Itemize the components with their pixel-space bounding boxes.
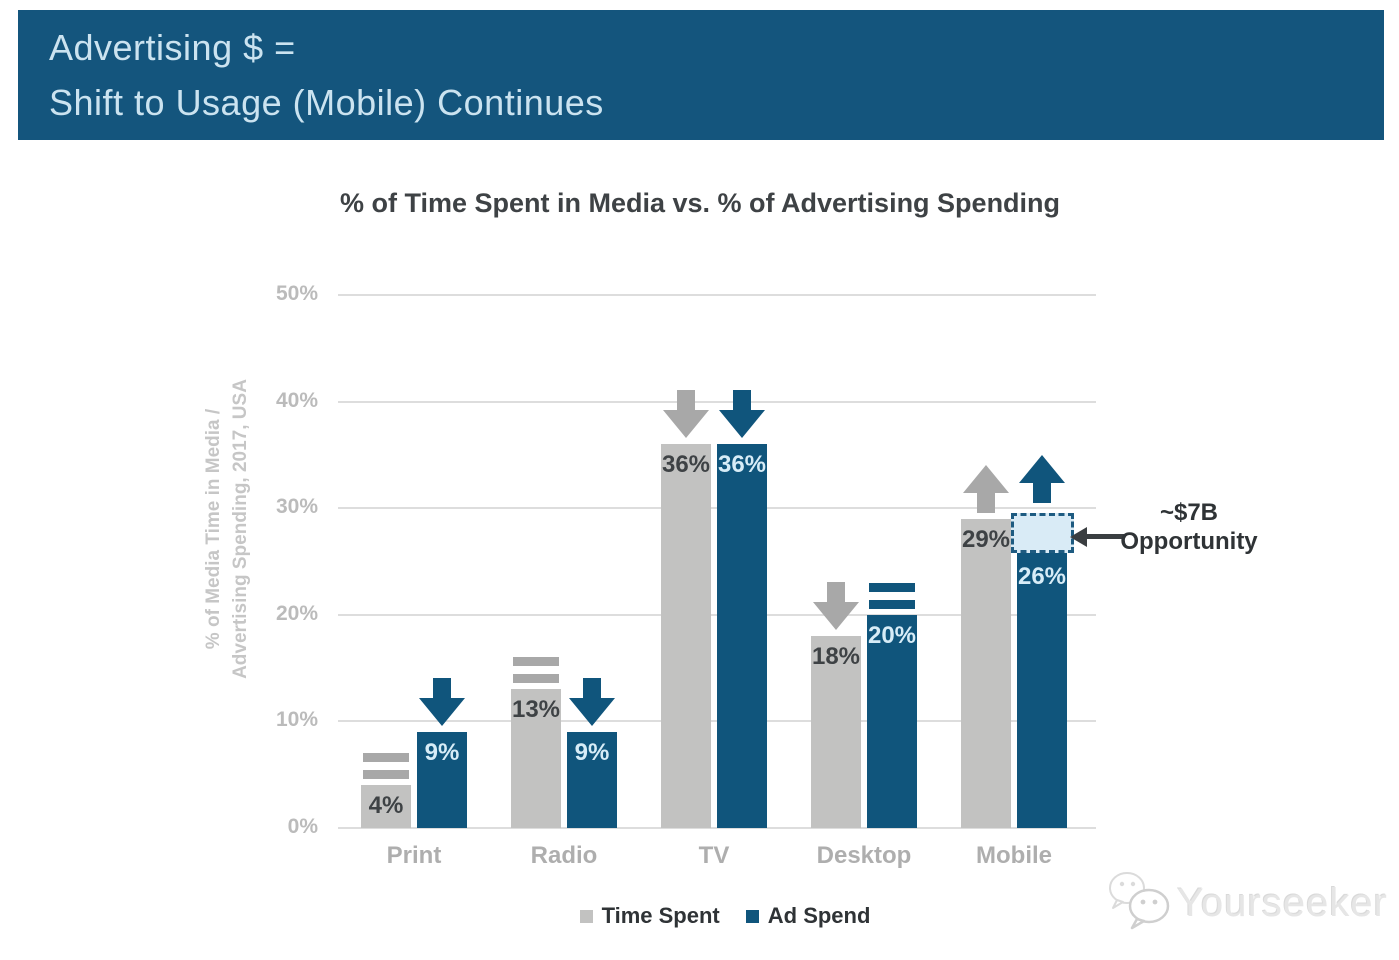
header-banner: Advertising $ = Shift to Usage (Mobile) … bbox=[18, 10, 1384, 140]
gridline-40% bbox=[338, 400, 1096, 403]
annotation-line2: Opportunity bbox=[1120, 528, 1258, 555]
watermark: Yourseeker bbox=[1103, 866, 1388, 941]
bar-value-label-time-spent-print: 4% bbox=[368, 792, 404, 820]
trend-down-icon-ad-spend-tv bbox=[719, 390, 765, 439]
trend-down-icon-ad-spend-radio bbox=[569, 678, 615, 727]
trend-down-icon-time-spent-desktop bbox=[813, 582, 859, 631]
bar-time-spent-radio bbox=[511, 689, 561, 828]
bar-ad-spend-radio bbox=[567, 732, 617, 828]
chart-title: % of Time Spent in Media vs. % of Advert… bbox=[339, 188, 1061, 218]
bar-value-label-ad-spend-desktop: 20% bbox=[867, 621, 917, 649]
y-tick-30%: 30% bbox=[275, 495, 318, 519]
trend-up-icon-time-spent-mobile bbox=[963, 464, 1009, 513]
trend-flat-icon-time-spent-print bbox=[363, 753, 409, 780]
bar-ad-spend-tv bbox=[717, 444, 767, 828]
category-label-radio: Radio bbox=[530, 842, 598, 869]
legend-item-ad-spend: Ad Spend bbox=[745, 903, 871, 929]
bar-value-label-time-spent-tv: 36% bbox=[661, 451, 711, 479]
legend-item-time-spent: Time Spent bbox=[579, 903, 720, 929]
annotation-arrow-icon bbox=[1070, 527, 1087, 547]
trend-down-icon-ad-spend-print bbox=[419, 678, 465, 727]
bar-ad-spend-desktop bbox=[867, 614, 917, 828]
bar-time-spent-tv bbox=[661, 444, 711, 828]
y-axis-title: % of Media Time in Media / Advertising S… bbox=[200, 219, 254, 839]
bar-time-spent-print bbox=[361, 785, 411, 828]
wechat-logo-icon bbox=[1103, 866, 1177, 941]
gridline-50% bbox=[338, 294, 1096, 296]
annotation-line1: ~$7B bbox=[1159, 499, 1219, 526]
bar-value-label-time-spent-mobile: 29% bbox=[961, 525, 1011, 553]
category-label-tv: TV bbox=[698, 842, 730, 869]
trend-flat-icon-time-spent-radio bbox=[513, 657, 559, 684]
legend-swatch-time-spent bbox=[579, 909, 593, 923]
y-axis-title-line1: % of Media Time in Media / bbox=[203, 408, 224, 650]
bar-value-label-ad-spend-radio: 9% bbox=[574, 739, 610, 767]
annotation-arrow-line bbox=[1086, 534, 1124, 539]
trend-flat-icon-ad-spend-desktop bbox=[869, 582, 915, 609]
bar-value-label-ad-spend-mobile: 26% bbox=[1017, 562, 1067, 590]
bar-value-label-time-spent-radio: 13% bbox=[511, 696, 561, 724]
opportunity-gap-box bbox=[1011, 513, 1074, 553]
header-title-line1: Advertising $ = bbox=[49, 27, 296, 68]
header-title-line2: Shift to Usage (Mobile) Continues bbox=[49, 82, 604, 123]
legend: Time Spent Ad Spend bbox=[340, 903, 1110, 929]
bar-ad-spend-print bbox=[417, 732, 467, 828]
y-tick-0%: 0% bbox=[287, 815, 318, 838]
y-axis-title-line2: Advertising Spending, 2017, USA bbox=[230, 379, 251, 679]
bar-ad-spend-mobile bbox=[1017, 550, 1067, 828]
bar-time-spent-mobile bbox=[961, 518, 1011, 828]
legend-label-time-spent: Time Spent bbox=[601, 903, 720, 928]
bar-time-spent-desktop bbox=[811, 636, 861, 828]
y-tick-40%: 40% bbox=[275, 388, 318, 412]
bar-value-label-ad-spend-print: 9% bbox=[424, 739, 460, 767]
bar-value-label-time-spent-desktop: 18% bbox=[811, 643, 861, 671]
trend-up-icon-ad-spend-mobile bbox=[1019, 454, 1065, 503]
y-tick-50%: 50% bbox=[275, 282, 318, 305]
gridline-0% bbox=[338, 827, 1096, 829]
y-tick-10%: 10% bbox=[275, 708, 318, 732]
category-label-mobile: Mobile bbox=[976, 842, 1052, 869]
watermark-text: Yourseeker bbox=[1177, 881, 1388, 925]
bar-value-label-ad-spend-tv: 36% bbox=[717, 451, 767, 479]
annotation-text: ~$7B Opportunity bbox=[1113, 498, 1265, 556]
y-tick-20%: 20% bbox=[275, 601, 318, 625]
category-label-desktop: Desktop bbox=[816, 842, 912, 869]
legend-swatch-ad-spend bbox=[745, 909, 759, 923]
category-label-print: Print bbox=[386, 842, 442, 869]
trend-down-icon-time-spent-tv bbox=[663, 390, 709, 439]
legend-label-ad-spend: Ad Spend bbox=[767, 903, 871, 928]
